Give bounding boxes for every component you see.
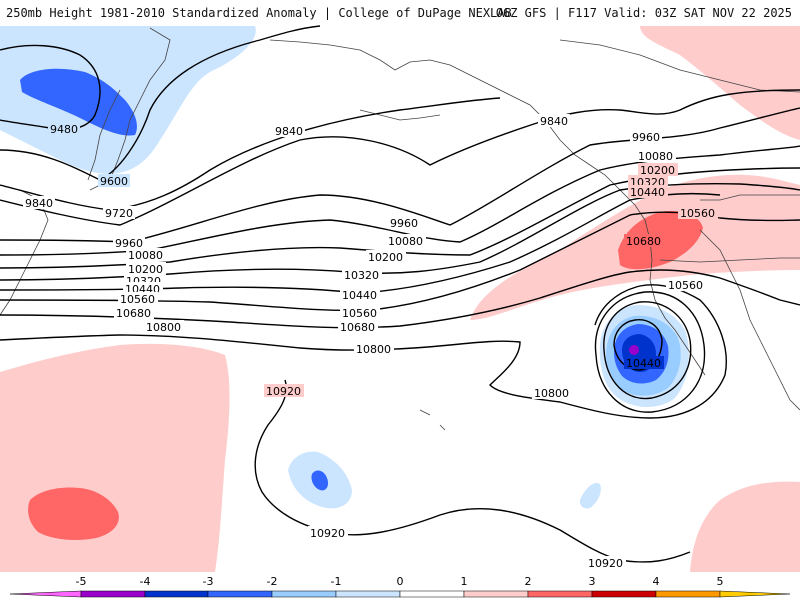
positive-anomaly-northeast bbox=[640, 26, 800, 140]
colorbar-tick: -4 bbox=[140, 575, 151, 588]
contour-10680 bbox=[0, 269, 800, 413]
colorbar-tick: 3 bbox=[589, 575, 596, 588]
negative-anomaly-low-center bbox=[629, 345, 639, 355]
colorbar-swatch bbox=[335, 590, 401, 598]
colorbar-tick: 1 bbox=[461, 575, 468, 588]
contour-label: 10200 bbox=[128, 263, 163, 276]
colorbar-tick: 2 bbox=[525, 575, 532, 588]
contour-label: 10800 bbox=[146, 321, 181, 334]
colorbar-swatches bbox=[9, 590, 791, 598]
contour-9600 bbox=[0, 25, 321, 181]
contour-label: 10320 bbox=[344, 269, 379, 282]
colorbar-swatch bbox=[144, 590, 209, 598]
map-header: 250mb Height 1981-2010 Standardized Anom… bbox=[0, 0, 800, 24]
contour-label: 10080 bbox=[128, 249, 163, 262]
contour-label: 10920 bbox=[588, 557, 623, 570]
colorbar-tick: -3 bbox=[203, 575, 214, 588]
colorbar-swatch-minus5-cap bbox=[9, 590, 82, 598]
contour-labels: 9480 9600 9720 9840 9840 9840 9960 9960 … bbox=[23, 114, 718, 570]
negative-anomaly-central-pacific-core bbox=[311, 470, 329, 491]
contour-label: 10800 bbox=[356, 343, 391, 356]
contour-label: 10200 bbox=[368, 251, 403, 264]
negative-anomaly-small bbox=[579, 482, 601, 509]
colorbar-tick: 5 bbox=[717, 575, 724, 588]
colorbar-swatch bbox=[207, 590, 273, 598]
contour-label: 10920 bbox=[310, 527, 345, 540]
positive-anomaly-southwest bbox=[0, 343, 230, 572]
colorbar-swatch bbox=[271, 590, 337, 598]
contour-9480 bbox=[0, 44, 101, 131]
colorbar-swatch bbox=[527, 590, 593, 598]
contour-label: 9960 bbox=[390, 217, 418, 230]
colorbar: -5 -4 -3 -2 -1 0 1 2 3 4 5 bbox=[9, 575, 791, 598]
contour-label: 10560 bbox=[680, 207, 715, 220]
contour-9840 bbox=[0, 89, 800, 226]
contour-label: 10200 bbox=[640, 164, 675, 177]
colorbar-tick: -2 bbox=[267, 575, 278, 588]
colorbar-swatch bbox=[463, 590, 529, 598]
contour-label: 10560 bbox=[342, 307, 377, 320]
colorbar-tick: 0 bbox=[397, 575, 404, 588]
contour-label: 9840 bbox=[540, 115, 568, 128]
colorbar-swatch bbox=[591, 590, 657, 598]
map-title: 250mb Height 1981-2010 Standardized Anom… bbox=[6, 6, 512, 20]
contour-label: 9480 bbox=[50, 123, 78, 136]
colorbar-ticks: -5 -4 -3 -2 -1 0 1 2 3 4 5 bbox=[76, 575, 724, 588]
model-run-info: 06Z GFS | F117 Valid: 03Z SAT NOV 22 202… bbox=[495, 6, 792, 20]
contour-label: 10080 bbox=[388, 235, 423, 248]
colorbar-swatch bbox=[655, 590, 721, 598]
contour-label: 9600 bbox=[100, 175, 128, 188]
positive-anomaly-southeast bbox=[690, 481, 800, 572]
contour-9720 bbox=[0, 97, 501, 211]
contour-label: 10680 bbox=[340, 321, 375, 334]
contour-label: 10080 bbox=[638, 150, 673, 163]
positive-anomaly-southwest-core bbox=[28, 487, 119, 540]
colorbar-swatch-plus5-cap bbox=[719, 590, 791, 598]
contour-label: 10680 bbox=[116, 307, 151, 320]
colorbar-swatch bbox=[80, 590, 146, 598]
contour-label: 9840 bbox=[25, 197, 53, 210]
contour-label: 10680 bbox=[626, 235, 661, 248]
contour-10800 bbox=[0, 284, 727, 419]
contour-label: 9720 bbox=[105, 207, 133, 220]
contour-label: 10800 bbox=[534, 387, 569, 400]
weather-map: 9480 9600 9720 9840 9840 9840 9960 9960 … bbox=[0, 25, 800, 572]
negative-anomaly-northwest-core bbox=[20, 68, 137, 136]
colorbar-tick: 4 bbox=[653, 575, 660, 588]
contour-label: 10440 bbox=[630, 186, 665, 199]
contour-label: 10560 bbox=[120, 293, 155, 306]
contour-label: 9840 bbox=[275, 125, 303, 138]
contour-label: 9960 bbox=[115, 237, 143, 250]
contour-label: 10440 bbox=[342, 289, 377, 302]
contour-label: 10440 bbox=[626, 357, 661, 370]
contour-label: 10920 bbox=[266, 385, 301, 398]
colorbar-swatch bbox=[399, 590, 465, 598]
contour-label: 9960 bbox=[632, 131, 660, 144]
contour-label: 10560 bbox=[668, 279, 703, 292]
colorbar-tick: -5 bbox=[76, 575, 87, 588]
negative-anomaly-northwest bbox=[0, 26, 256, 174]
colorbar-tick: -1 bbox=[331, 575, 342, 588]
